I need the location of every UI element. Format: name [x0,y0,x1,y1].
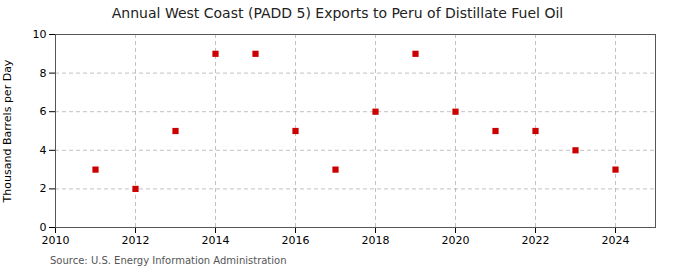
svg-text:2022: 2022 [522,234,550,247]
svg-text:4: 4 [40,144,47,157]
svg-text:2014: 2014 [202,234,230,247]
svg-text:0: 0 [40,221,47,234]
svg-text:6: 6 [40,105,47,118]
svg-text:Thousand Barrels per Day: Thousand Barrels per Day [1,59,14,203]
html-text:Annual West Coast (PADD 5) Exp: Annual West Coast (PADD 5) Exports to Pe… [111,5,564,21]
svg-text:2018: 2018 [362,234,390,247]
svg-text:2010: 2010 [42,234,70,247]
svg-text:2020: 2020 [442,234,470,247]
svg-text:8: 8 [40,67,47,80]
svg-text:2012: 2012 [122,234,150,247]
svg-text:2: 2 [40,182,47,195]
svg-text:10: 10 [33,28,47,41]
svg-text:2016: 2016 [282,234,310,247]
svg-text:2024: 2024 [602,234,630,247]
html-text:Source: U.S. Energy Informatio: Source: U.S. Energy Information Administ… [50,255,287,266]
